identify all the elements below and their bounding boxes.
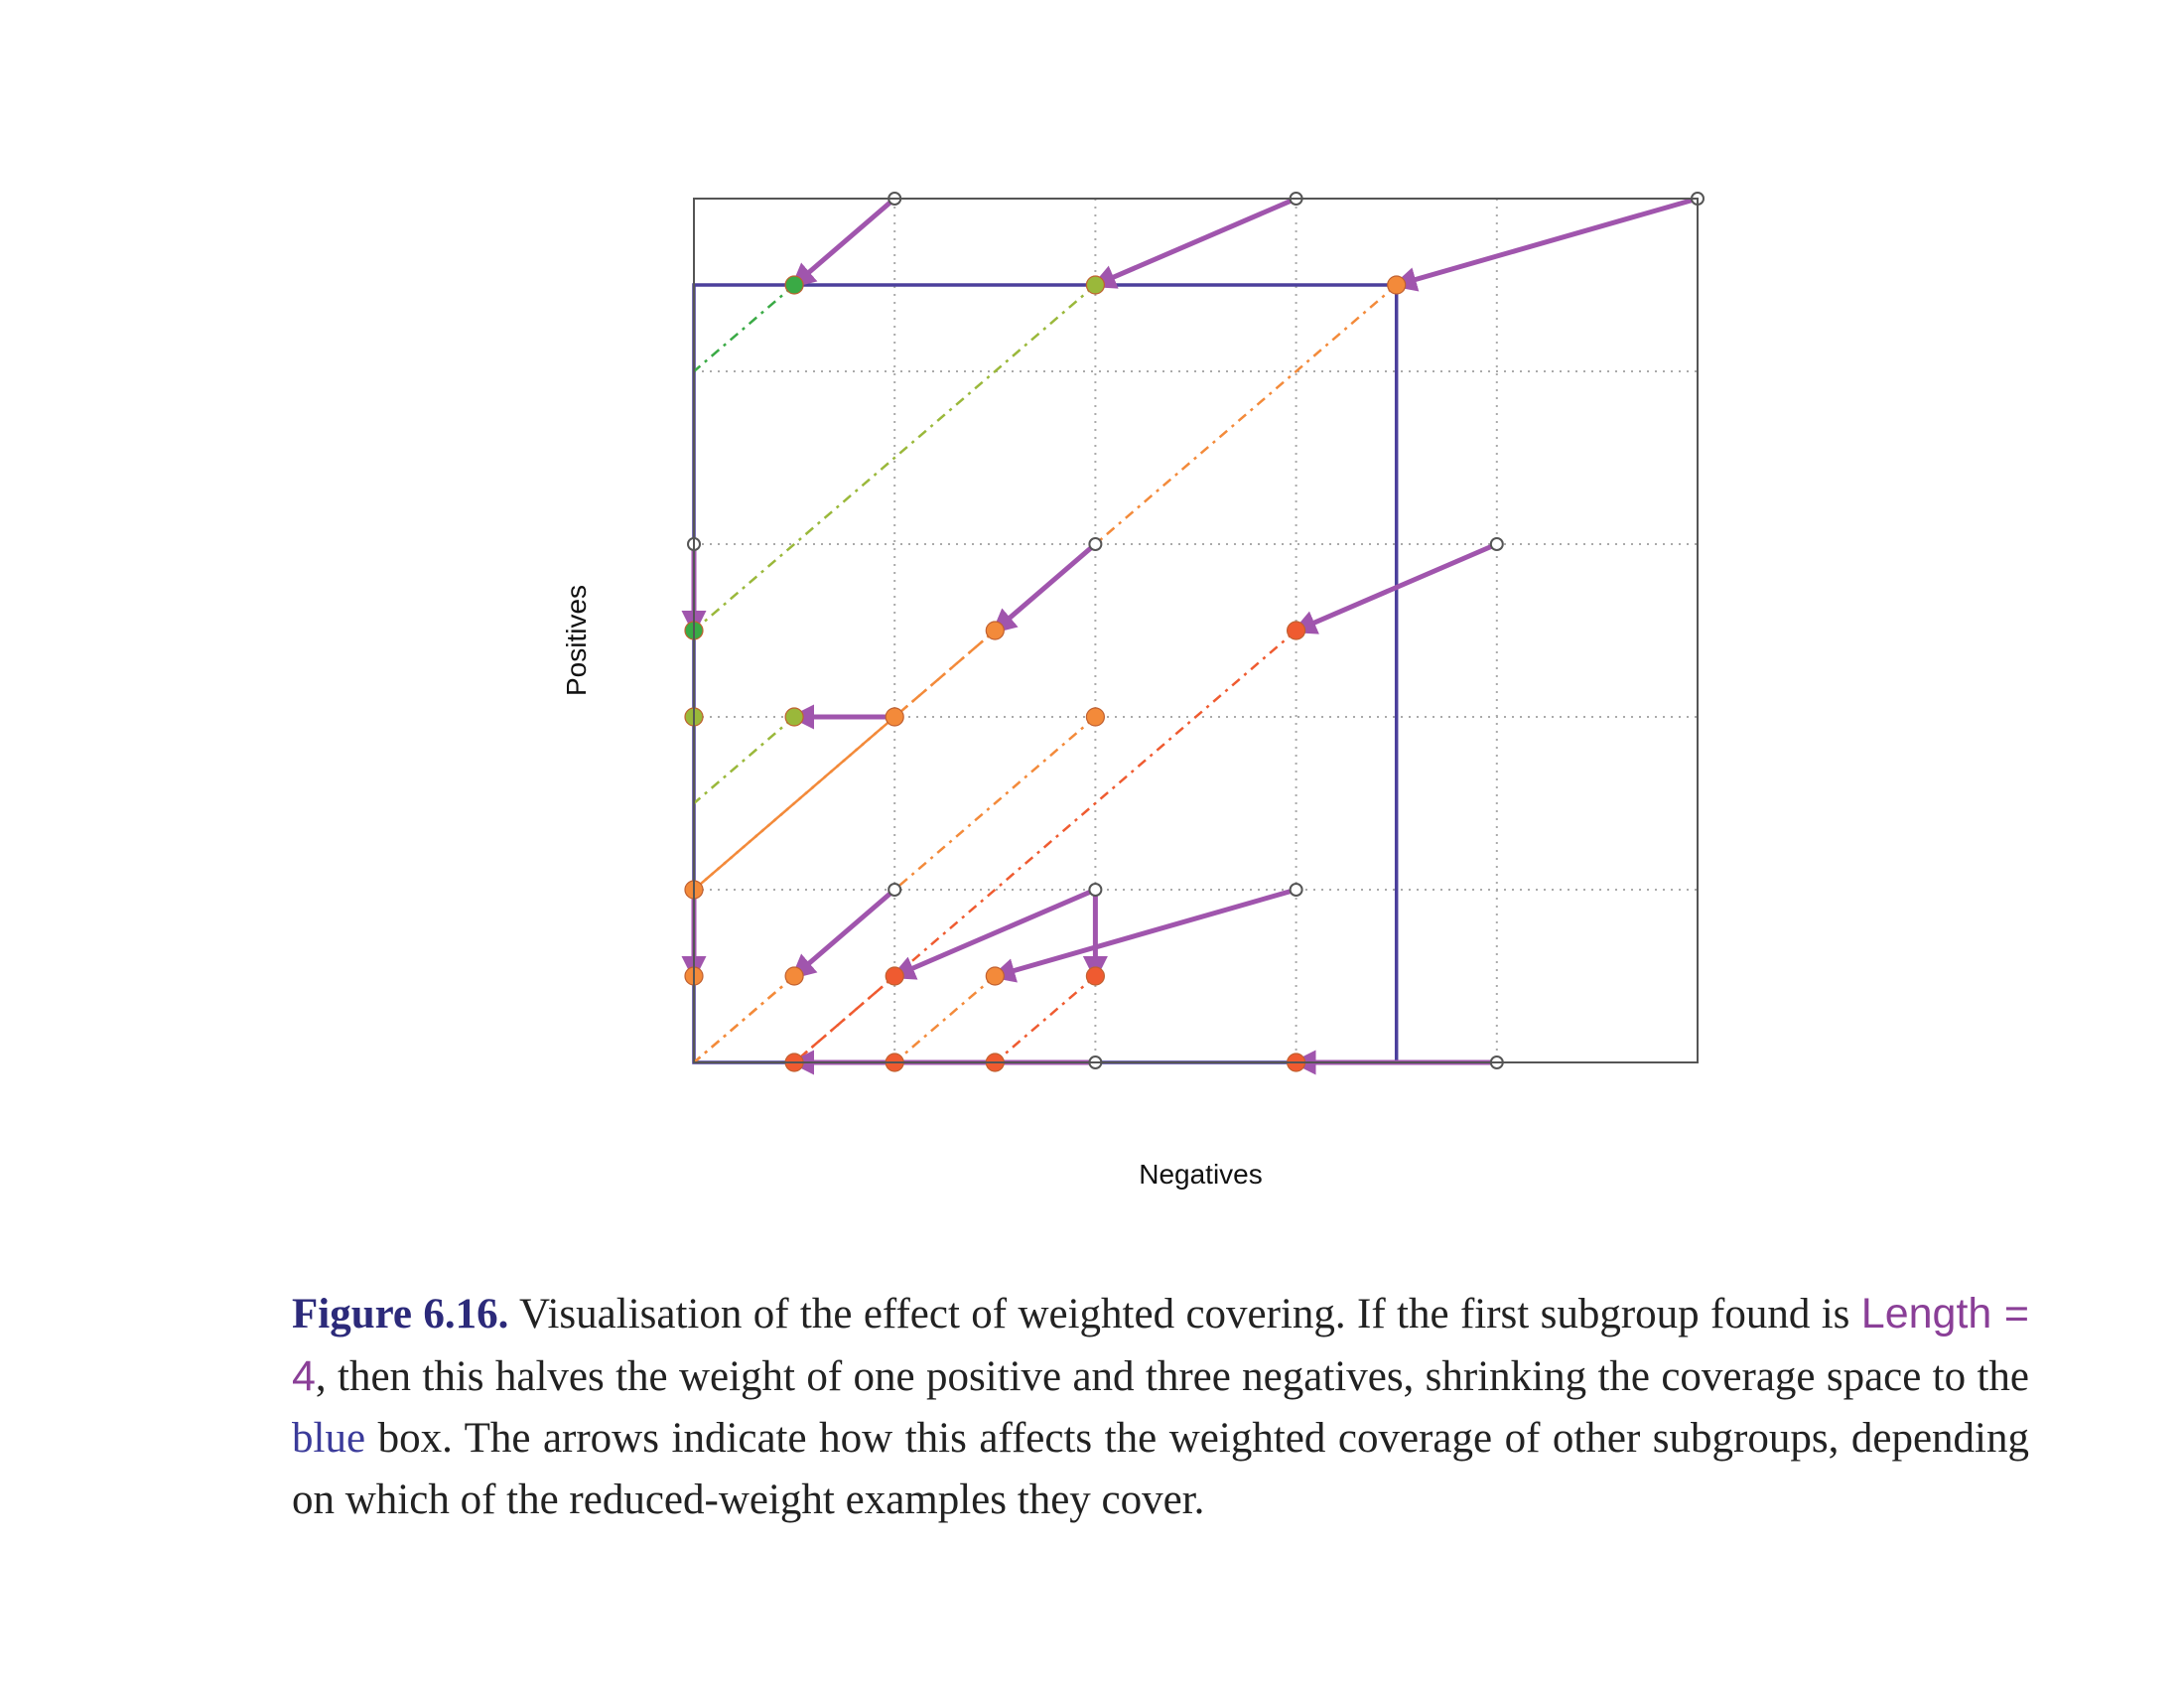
weight-arrow (1090, 196, 1297, 289)
weighted-point (784, 707, 804, 727)
blue-coverage-box (692, 283, 1399, 1064)
weight-arrow (1292, 541, 1498, 634)
weighted-point (784, 966, 804, 986)
weight-arrow (790, 888, 896, 980)
weight-arrow (1391, 196, 1699, 292)
caption-text-2: , then this halves the weight of one pos… (315, 1353, 2029, 1400)
dashed-isometric (693, 716, 896, 891)
x-axis-label: Negatives (1139, 1159, 1263, 1190)
dashed-isometric (693, 975, 795, 1063)
coverage-plot: Negatives Positives (561, 192, 1705, 1190)
weighted-point (985, 966, 1005, 986)
figure-number: Figure 6.16. (292, 1291, 509, 1337)
weighted-point (1286, 621, 1306, 640)
weighted-point (885, 707, 904, 727)
caption-length-term: Length = 4 (292, 1290, 2029, 1400)
caption-blue-word: blue (292, 1415, 366, 1462)
dashed-isometric (994, 975, 1097, 1063)
dashed-isometric (893, 975, 997, 1063)
y-axis-label: Positives (561, 585, 592, 696)
caption-text-1: Visualisation of the effect of weighted … (508, 1291, 1861, 1337)
isometric-dashed-lines (693, 284, 1398, 1063)
dashed-isometric (793, 975, 896, 1063)
original-point (1088, 537, 1103, 551)
weight-arrow (889, 887, 1097, 980)
weighted-point (1085, 966, 1106, 986)
blue-box (692, 283, 1399, 1064)
weighted-point (784, 275, 804, 295)
weighted-point (885, 966, 904, 986)
original-point (1088, 883, 1103, 897)
weighted-point (1387, 275, 1407, 295)
dashed-isometric (693, 716, 795, 804)
dashed-isometric (793, 630, 1297, 1063)
dashed-isometric (693, 284, 1097, 632)
weighted-point (1085, 275, 1106, 295)
original-point (887, 883, 902, 897)
weight-arrow (991, 542, 1098, 634)
plot-frame (693, 198, 1699, 1063)
figure-caption: Figure 6.16. Visualisation of the effect… (292, 1283, 2029, 1531)
weighted-point (985, 621, 1005, 640)
weighted-point (1085, 707, 1106, 727)
original-point (1289, 883, 1303, 897)
weight-arrow (990, 887, 1297, 983)
weight-arrow (790, 197, 896, 289)
weight-arrows (681, 196, 1699, 1075)
dashed-isometric (693, 284, 795, 372)
original-point (1489, 537, 1504, 551)
caption-text-3: box. The arrows indicate how this affect… (292, 1415, 2029, 1523)
